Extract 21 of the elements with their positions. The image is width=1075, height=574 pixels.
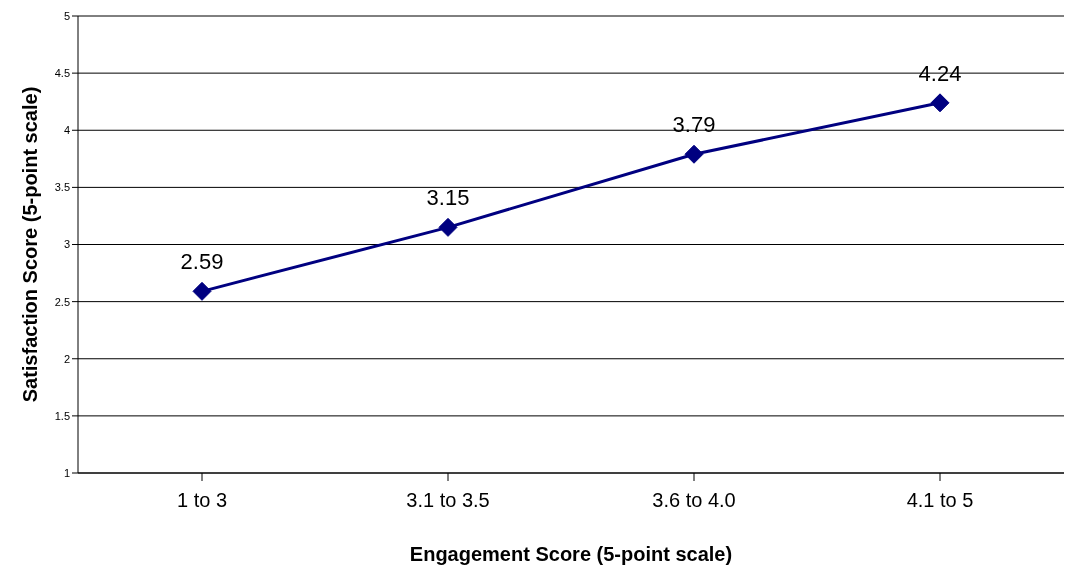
x-tick-label: 4.1 to 5 <box>906 489 974 512</box>
data-label: 3.15 <box>426 185 470 211</box>
x-axis-title: Engagement Score (5-point scale) <box>409 543 733 566</box>
y-tick-label: 4 <box>63 124 70 137</box>
y-tick-label: 1.5 <box>54 409 70 422</box>
x-tick-label: 1 to 3 <box>176 489 228 512</box>
y-tick-label: 3.5 <box>54 181 70 194</box>
point <box>192 281 212 301</box>
point <box>438 217 458 237</box>
data-label: 2.59 <box>180 249 224 275</box>
y-tick-label: 5 <box>63 9 70 22</box>
point <box>684 144 704 164</box>
y-tick-label: 2 <box>63 352 70 365</box>
point <box>930 93 950 113</box>
y-tick-label: 2.5 <box>54 295 70 308</box>
x-tick-label: 3.1 to 3.5 <box>406 489 490 512</box>
y-tick-label: 4.5 <box>54 67 70 80</box>
y-tick-label: 3 <box>63 238 70 251</box>
y-axis-title: Satisfaction Score (5-point scale) <box>19 86 42 403</box>
x-tick-label: 3.6 to 4.0 <box>652 489 736 512</box>
y-tick-label: 1 <box>63 466 70 479</box>
